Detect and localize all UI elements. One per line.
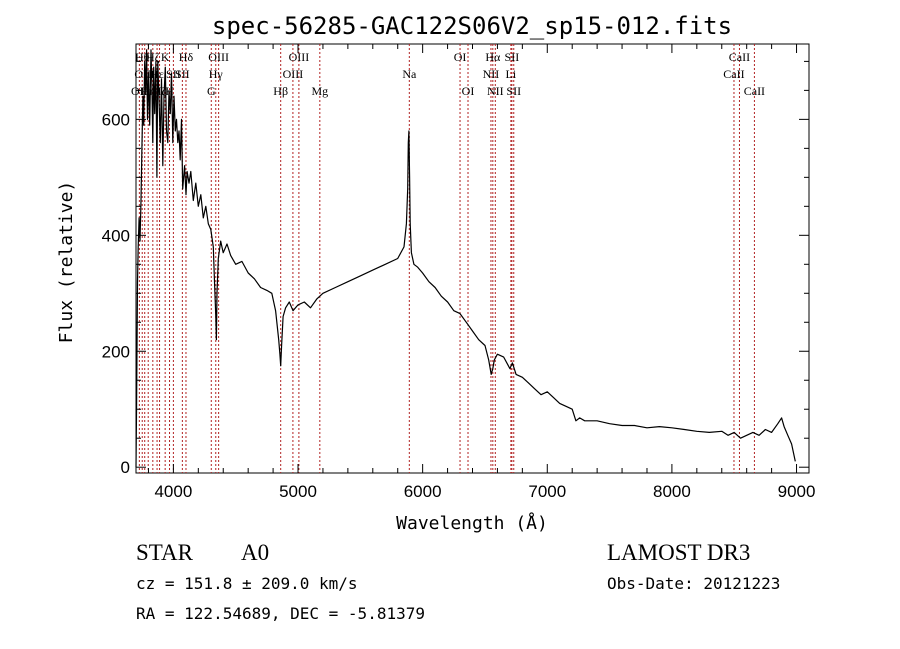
line-label: NII — [483, 67, 500, 81]
survey-name: LAMOST DR3 — [607, 540, 751, 565]
line-label: OIII — [283, 67, 304, 81]
spectrum-line — [135, 49, 796, 468]
y-tick-label: 600 — [102, 110, 130, 129]
spectral-subclass: A0 — [241, 540, 270, 565]
line-label: Na — [402, 67, 417, 81]
x-axis-label: Wavelength (Å) — [396, 512, 548, 534]
y-tick-label: 0 — [121, 458, 130, 477]
y-tick-label: 400 — [102, 226, 130, 245]
x-axis-ticks: 4000 5000 6000 7000 8000 9000 — [147, 44, 816, 501]
redshift-cz: cz = 151.8 ± 209.0 km/s — [136, 574, 358, 593]
y-tick-label: 200 — [102, 342, 130, 361]
line-label: SII — [166, 67, 181, 81]
x-tick-label: 8000 — [653, 482, 691, 501]
line-label: Hζ — [146, 50, 160, 64]
line-label: Hβ — [273, 84, 288, 98]
spectral-line-labels: OIIHθOIIIHηHζHεHζKHSIISIIHδGHγOIIIHβOIII… — [131, 50, 765, 98]
object-class: STAR — [136, 540, 193, 565]
chart-title: spec-56285-GAC122S06V2_sp15-012.fits — [212, 12, 732, 40]
line-label: Li — [506, 67, 517, 81]
line-label: NII — [487, 84, 504, 98]
line-label: CaII — [729, 50, 750, 64]
spectral-line-markers — [138, 44, 755, 473]
x-tick-label: 7000 — [528, 482, 566, 501]
line-label: K — [161, 50, 170, 64]
line-label: CaII — [723, 67, 744, 81]
line-label: OIII — [289, 50, 310, 64]
line-label: CaII — [744, 84, 765, 98]
line-label: SII — [175, 67, 190, 81]
x-tick-label: 5000 — [279, 482, 317, 501]
x-tick-label: 9000 — [778, 482, 816, 501]
line-label: Mg — [311, 84, 328, 98]
line-label: Hδ — [179, 50, 194, 64]
line-label: SII — [505, 50, 520, 64]
line-label: OI — [462, 84, 475, 98]
line-label: OI — [454, 50, 467, 64]
line-label: Hγ — [209, 67, 224, 81]
y-axis-label: Flux (relative) — [56, 181, 77, 344]
coordinates: RA = 122.54689, DEC = -5.81379 — [136, 604, 425, 623]
plot-frame — [135, 43, 810, 474]
line-label: OII — [131, 84, 148, 98]
y-axis-ticks: 0 200 400 600 — [102, 60, 809, 477]
line-label: SII — [506, 84, 521, 98]
line-label: Hα — [485, 50, 501, 64]
x-tick-label: 4000 — [154, 482, 192, 501]
observation-date: Obs-Date: 20121223 — [607, 574, 781, 593]
line-label: OIII — [208, 50, 229, 64]
line-label: G — [207, 84, 216, 98]
x-tick-label: 6000 — [404, 482, 442, 501]
line-label: H — [165, 84, 174, 98]
